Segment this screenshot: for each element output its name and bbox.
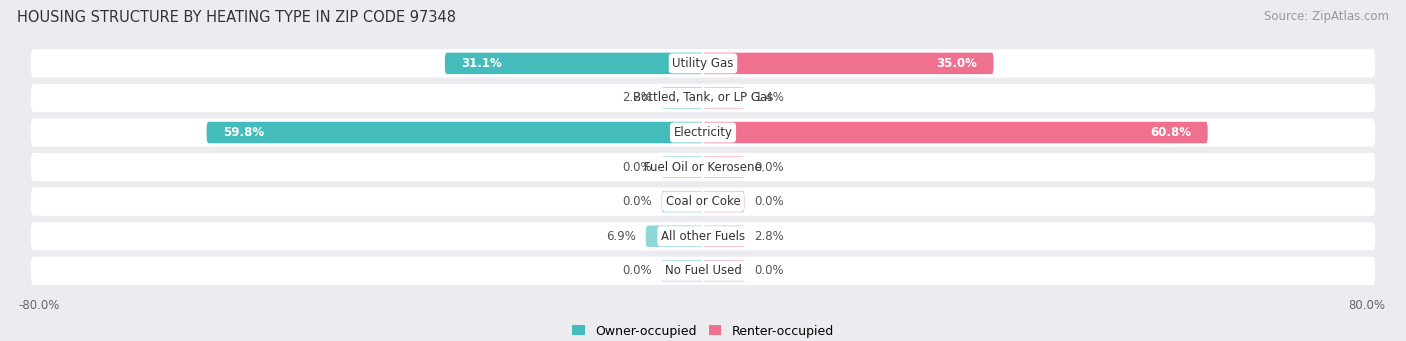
Legend: Owner-occupied, Renter-occupied: Owner-occupied, Renter-occupied	[568, 320, 838, 341]
FancyBboxPatch shape	[661, 157, 703, 178]
FancyBboxPatch shape	[703, 122, 1208, 143]
FancyBboxPatch shape	[207, 122, 703, 143]
FancyBboxPatch shape	[703, 87, 745, 109]
FancyBboxPatch shape	[703, 53, 994, 74]
Text: No Fuel Used: No Fuel Used	[665, 264, 741, 277]
Text: Fuel Oil or Kerosene: Fuel Oil or Kerosene	[644, 161, 762, 174]
FancyBboxPatch shape	[703, 157, 745, 178]
FancyBboxPatch shape	[31, 222, 1375, 250]
Text: Coal or Coke: Coal or Coke	[665, 195, 741, 208]
FancyBboxPatch shape	[661, 260, 703, 282]
FancyBboxPatch shape	[703, 225, 745, 247]
Text: 35.0%: 35.0%	[936, 57, 977, 70]
FancyBboxPatch shape	[444, 53, 703, 74]
FancyBboxPatch shape	[661, 191, 703, 212]
Text: 31.1%: 31.1%	[461, 57, 502, 70]
Text: 0.0%: 0.0%	[755, 264, 785, 277]
FancyBboxPatch shape	[703, 191, 745, 212]
Text: 59.8%: 59.8%	[224, 126, 264, 139]
Text: 0.0%: 0.0%	[755, 161, 785, 174]
Text: Bottled, Tank, or LP Gas: Bottled, Tank, or LP Gas	[633, 91, 773, 104]
Text: 60.8%: 60.8%	[1150, 126, 1191, 139]
FancyBboxPatch shape	[645, 225, 703, 247]
FancyBboxPatch shape	[31, 84, 1375, 112]
Text: HOUSING STRUCTURE BY HEATING TYPE IN ZIP CODE 97348: HOUSING STRUCTURE BY HEATING TYPE IN ZIP…	[17, 10, 456, 25]
Text: 0.0%: 0.0%	[621, 264, 651, 277]
FancyBboxPatch shape	[31, 257, 1375, 285]
Text: 0.0%: 0.0%	[621, 161, 651, 174]
Text: 2.2%: 2.2%	[621, 91, 651, 104]
FancyBboxPatch shape	[661, 87, 703, 109]
Text: 0.0%: 0.0%	[755, 195, 785, 208]
Text: Source: ZipAtlas.com: Source: ZipAtlas.com	[1264, 10, 1389, 23]
FancyBboxPatch shape	[31, 49, 1375, 77]
FancyBboxPatch shape	[703, 260, 745, 282]
Text: All other Fuels: All other Fuels	[661, 230, 745, 243]
Text: 0.0%: 0.0%	[621, 195, 651, 208]
FancyBboxPatch shape	[31, 153, 1375, 181]
Text: Electricity: Electricity	[673, 126, 733, 139]
Text: 1.4%: 1.4%	[755, 91, 785, 104]
FancyBboxPatch shape	[31, 188, 1375, 216]
Text: 6.9%: 6.9%	[606, 230, 636, 243]
FancyBboxPatch shape	[31, 118, 1375, 147]
Text: 2.8%: 2.8%	[755, 230, 785, 243]
Text: Utility Gas: Utility Gas	[672, 57, 734, 70]
